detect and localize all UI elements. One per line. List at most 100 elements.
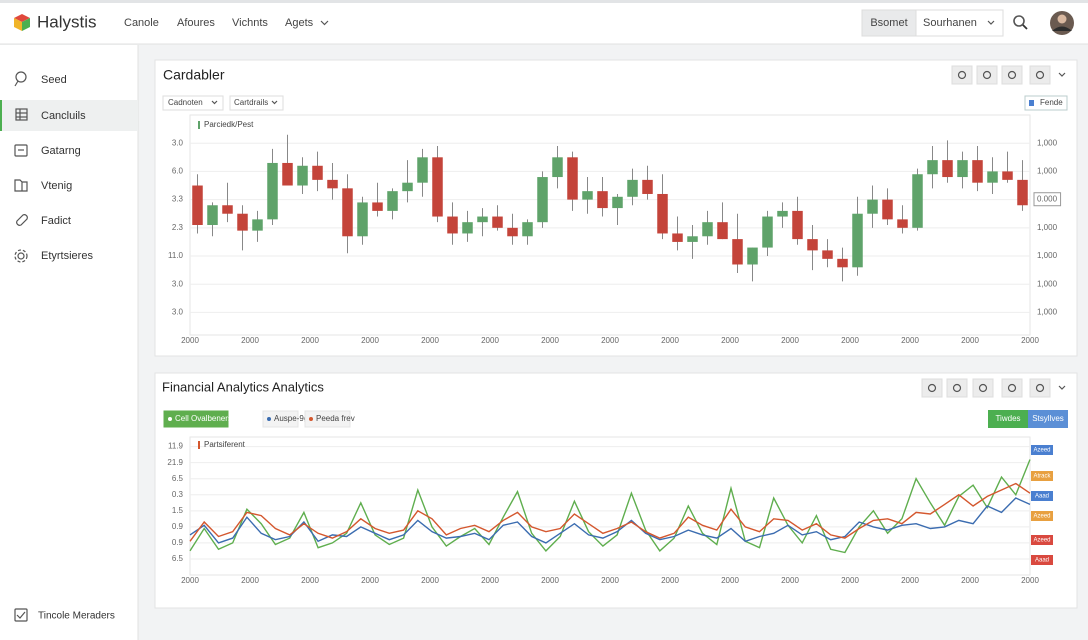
sidebar-item[interactable]: Gatarng (41, 145, 81, 157)
nav-link[interactable]: Canole (124, 17, 159, 29)
candle-body (627, 179, 638, 197)
toolbar-chevron[interactable] (1058, 385, 1066, 390)
panel-button-icon[interactable] (1029, 100, 1034, 106)
value-tag-text: Aaad (1035, 494, 1049, 500)
dropdown[interactable] (162, 95, 224, 111)
candle-body (657, 193, 668, 234)
select-chevron[interactable] (987, 20, 995, 25)
chart-label: Partsiferent (204, 440, 246, 449)
candle-body (987, 171, 998, 183)
toolbar-button[interactable] (1029, 65, 1051, 85)
panel-button[interactable] (988, 410, 1028, 428)
nav-chevron[interactable] (320, 20, 329, 26)
toolbar-button[interactable] (972, 378, 994, 398)
series-line (189, 482, 1031, 542)
legend-dot[interactable] (168, 417, 172, 421)
header-select-text[interactable]: Sourhanen (923, 17, 977, 29)
sidebar-footer[interactable]: Tincole Meraders (38, 611, 115, 622)
dropdown-chevron[interactable] (211, 100, 218, 105)
value-tag (1031, 471, 1053, 481)
panel-button[interactable] (1028, 410, 1068, 428)
toolbar-button[interactable] (946, 378, 968, 398)
sidebar-item[interactable]: Vtenig (41, 180, 72, 192)
x-tick-label: 2000 (301, 576, 319, 585)
legend-chip[interactable] (163, 410, 229, 428)
toolbar-glyph[interactable] (952, 383, 962, 393)
toolbar-button[interactable] (951, 65, 973, 85)
toolbar-glyph[interactable] (1007, 383, 1017, 393)
candle-body (972, 160, 983, 183)
toolbar-glyph[interactable] (978, 383, 988, 393)
panel-toolbar (921, 378, 1066, 398)
legend-label[interactable]: Cell Ovalbeners (175, 414, 232, 423)
dropdown-chevron[interactable] (271, 100, 278, 105)
search-icon[interactable] (1013, 15, 1028, 30)
candle-body (762, 216, 773, 248)
active-indicator (0, 100, 2, 131)
candle-body (837, 258, 848, 268)
candle-body (507, 227, 518, 237)
toolbar-glyph[interactable] (1007, 70, 1017, 80)
legend-dot[interactable] (309, 417, 313, 421)
candle-body (777, 210, 788, 217)
legend-chip[interactable] (262, 410, 299, 428)
toolbar-glyph[interactable] (982, 70, 992, 80)
sidebar-item[interactable]: Etyrtsieres (41, 250, 93, 262)
header-button-text[interactable]: Bsomet (870, 17, 907, 29)
dropdown-text[interactable]: Cadnoten (168, 98, 203, 107)
sidebar-icons (14, 71, 28, 622)
candle-body (402, 182, 413, 192)
x-tick-label: 2000 (721, 336, 739, 345)
toolbar-button[interactable] (1029, 378, 1051, 398)
toolbar-glyph[interactable] (927, 383, 937, 393)
legend-label[interactable]: Auspe-9gev (274, 414, 317, 423)
candle-body (1017, 179, 1028, 206)
toolbar-button[interactable] (921, 378, 943, 398)
dropdown[interactable] (229, 95, 284, 111)
sidebar (0, 45, 138, 640)
toolbar-button[interactable] (1001, 65, 1023, 85)
right-axis-label: 1,000 (1037, 308, 1058, 317)
x-tick-label: 2000 (481, 576, 499, 585)
sidebar-item[interactable]: Fadict (41, 215, 71, 227)
candle-body (477, 216, 488, 223)
y-tick-label: 1.5 (172, 506, 184, 515)
legend-chip[interactable] (304, 410, 351, 428)
candle-body (792, 210, 803, 240)
panel-button[interactable] (1024, 95, 1068, 111)
value-tag (1031, 511, 1053, 521)
toolbar-glyph[interactable] (1035, 70, 1045, 80)
toolbar-button[interactable] (976, 65, 998, 85)
x-tick-label: 2000 (721, 576, 739, 585)
header-select[interactable] (915, 9, 1004, 37)
x-tick-label: 2000 (661, 336, 679, 345)
value-tag-text: Azeed (1033, 538, 1050, 544)
sidebar-item[interactable]: Cancluils (41, 110, 86, 122)
value-tag-text: Atrack (1033, 474, 1051, 480)
candle-body (372, 202, 383, 211)
panel-button-text[interactable]: Tiwdes (995, 414, 1020, 423)
nav-link[interactable]: Afoures (177, 17, 215, 29)
nav-link[interactable]: Vichnts (232, 17, 268, 29)
dropdown-text[interactable]: Cartdrails (234, 98, 268, 107)
candle-body (597, 191, 608, 209)
candle-body (492, 216, 503, 228)
x-tick-label: 2000 (1021, 336, 1039, 345)
toolbar-glyph[interactable] (957, 70, 967, 80)
legend-dot[interactable] (267, 417, 271, 421)
y-tick-label: 2.3 (172, 223, 184, 232)
y-tick-label: 11.0 (168, 251, 184, 260)
plot-area (189, 436, 1031, 576)
panel-button-text[interactable]: Fende (1040, 98, 1063, 107)
toolbar-button[interactable] (1001, 378, 1023, 398)
avatar[interactable] (1050, 11, 1074, 35)
candle-body (897, 219, 908, 228)
y-tick-label: 3.0 (172, 279, 184, 288)
nav-link[interactable]: Agets (285, 17, 314, 29)
sidebar-item[interactable]: Seed (41, 74, 67, 86)
toolbar-glyph[interactable] (1035, 383, 1045, 393)
toolbar-chevron[interactable] (1058, 72, 1066, 77)
panel-button-text[interactable]: Stsyllves (1032, 414, 1064, 423)
legend-label[interactable]: Peeda frev (316, 414, 355, 423)
